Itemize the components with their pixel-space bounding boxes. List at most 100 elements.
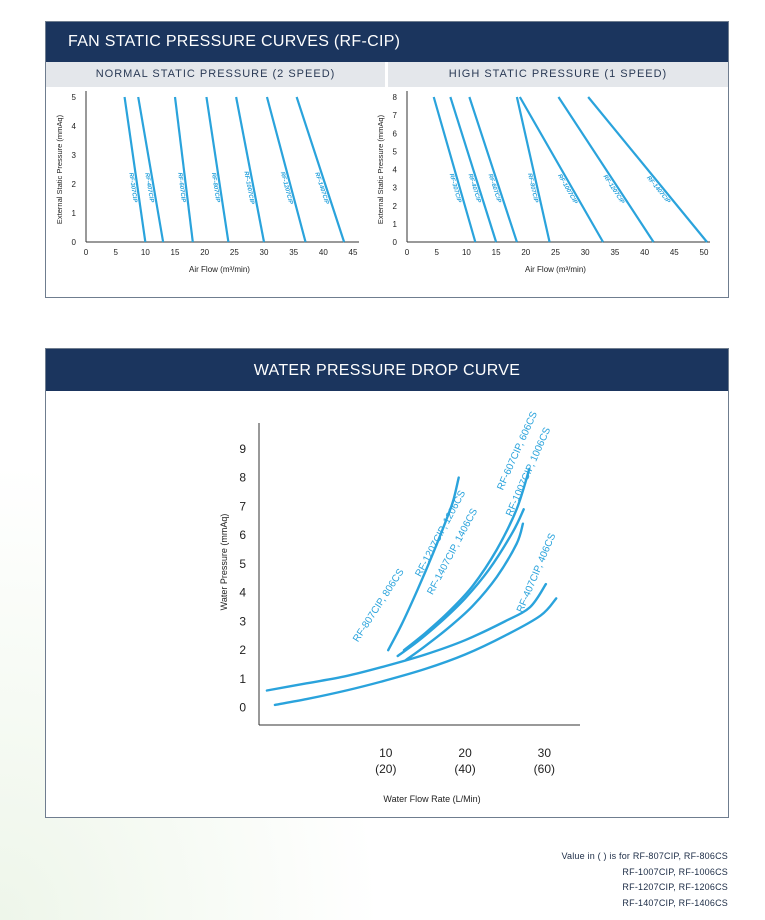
y-tick-label: 3: [239, 614, 246, 628]
fan-static-pressure-panel: FAN STATIC PRESSURE CURVES (RF-CIP) NORM…: [45, 21, 729, 298]
y-tick-label: 7: [239, 499, 246, 513]
series-line-rf-1207cip: [557, 96, 655, 243]
footnote-line-4: RF-1407CIP, RF-1406CS: [622, 898, 728, 908]
x-tick-label: 25: [551, 248, 560, 257]
x-tick-label: 30: [581, 248, 590, 257]
x-tick-label: 10: [141, 248, 150, 257]
series-curve-rf-1407cip-1406cs: [404, 522, 525, 662]
series-line-rf-307cip: [123, 96, 147, 243]
y-tick-label: 2: [393, 202, 398, 211]
y-tick-label: 0: [239, 701, 246, 715]
x-tick-label: 25: [230, 248, 239, 257]
fan-subheaders: NORMAL STATIC PRESSURE (2 SPEED) HIGH ST…: [46, 62, 728, 87]
footnote-line-3: RF-1207CIP, RF-1206CS: [622, 882, 728, 892]
series-line-rf-807cip: [515, 96, 551, 243]
series-label-rf-607cip: RF-607CIP: [176, 172, 186, 204]
y-tick-label: 5: [72, 93, 77, 102]
y-tick-label: 4: [393, 166, 398, 175]
y-tick-label: 3: [72, 151, 77, 160]
series-line-rf-607cip: [173, 96, 194, 243]
y-tick-label: 0: [72, 238, 77, 247]
x-axis-label: Water Flow Rate (L/Min): [383, 794, 480, 804]
x-tick-label: 30: [260, 248, 269, 257]
water-pressure-drop-chart: 0 1 2 3 4 5 6 7 8 9 10 (20) 20 (40) 30 (60) Water Flow R…: [219, 410, 580, 804]
x-axis-label: Air Flow (m³/min): [189, 265, 250, 274]
normal-static-subtitle: NORMAL STATIC PRESSURE (2 SPEED): [46, 62, 385, 87]
series-curve-rf-1207cip-1206cs: [402, 467, 531, 652]
x-tick-sublabel: (20): [375, 762, 396, 776]
series-line-rf-1007cip: [518, 96, 604, 243]
x-tick-label: 35: [289, 248, 298, 257]
x-tick-label: 30: [538, 746, 552, 760]
series-line-rf-307cip: [432, 96, 477, 243]
x-tick-label: 10: [379, 746, 393, 760]
footnote-line-1: Value in ( ) is for RF-807CIP, RF-806CS: [561, 851, 728, 861]
series-curve-rf-807cip-806cs: [387, 476, 460, 652]
y-axis-label: Water Pressure (mmAq): [219, 514, 229, 611]
x-tick-label: 5: [434, 248, 439, 257]
x-axis-label: Air Flow (m³/min): [525, 265, 586, 274]
x-tick-label: 50: [700, 248, 709, 257]
series-label-rf-1207cip: RF-1207CIP: [602, 174, 626, 206]
x-tick-label: 10: [462, 248, 471, 257]
x-tick-label: 20: [458, 746, 472, 760]
y-tick-label: 5: [239, 557, 246, 571]
water-panel-title: WATER PRESSURE DROP CURVE: [46, 349, 728, 391]
x-tick-label: 40: [319, 248, 328, 257]
x-tick-label: 40: [640, 248, 649, 257]
y-tick-label: 1: [239, 672, 246, 686]
y-axis-label: External Static Pressure (mmAq): [55, 114, 64, 224]
y-tick-label: 6: [393, 129, 398, 138]
series-curve-rf-407cip-406cs: [273, 597, 558, 707]
series-line-rf-407cip: [137, 96, 165, 243]
y-tick-label: 9: [239, 442, 246, 456]
x-tick-label: 0: [84, 248, 89, 257]
series-curve-rf-607cip-606cs: [396, 508, 525, 658]
y-tick-label: 0: [393, 238, 398, 247]
y-tick-label: 4: [239, 586, 246, 600]
series-line-rf-807cip: [205, 96, 230, 243]
series-label-rf-407cip-406cs: RF-407CIP, 406CS: [515, 532, 558, 615]
x-tick-label: 15: [492, 248, 501, 257]
y-tick-label: 6: [239, 528, 246, 542]
series-line-rf-1007cip: [235, 96, 266, 243]
x-tick-label: 45: [670, 248, 679, 257]
y-tick-label: 2: [72, 180, 77, 189]
x-tick-sublabel: (40): [454, 762, 475, 776]
y-tick-label: 1: [393, 220, 398, 229]
y-axis-label: External Static Pressure (mmAq): [376, 114, 385, 224]
x-tick-label: 20: [521, 248, 530, 257]
x-tick-label: 20: [200, 248, 209, 257]
x-tick-label: 15: [171, 248, 180, 257]
series-label-rf-407cip: RF-407CIP: [143, 172, 154, 204]
y-tick-label: 8: [239, 471, 246, 485]
x-tick-sublabel: (60): [534, 762, 555, 776]
y-tick-label: 3: [393, 184, 398, 193]
y-tick-label: 5: [393, 147, 398, 156]
series-line-rf-407cip: [449, 96, 498, 243]
water-pressure-drop-panel: WATER PRESSURE DROP CURVE: [45, 348, 729, 818]
x-tick-label: 5: [113, 248, 118, 257]
series-label-rf-1407cip: RF-1407CIP: [645, 175, 671, 205]
series-line-rf-607cip: [468, 96, 518, 243]
y-tick-label: 1: [72, 209, 77, 218]
series-label-rf-807cip: RF-807CIP: [210, 172, 221, 204]
series-line-rf-1407cip: [587, 96, 708, 243]
footnote-line-2: RF-1007CIP, RF-1006CS: [622, 867, 728, 877]
x-tick-label: 45: [349, 248, 358, 257]
x-tick-label: 35: [610, 248, 619, 257]
series-line-rf-1207cip: [265, 96, 307, 243]
high-static-subtitle: HIGH STATIC PRESSURE (1 SPEED): [388, 62, 728, 87]
x-tick-label: 0: [405, 248, 410, 257]
series-curve-rf-1007cip-1006cs: [265, 582, 548, 692]
y-tick-label: 8: [393, 93, 398, 102]
y-tick-label: 2: [239, 643, 246, 657]
y-tick-label: 4: [72, 122, 77, 131]
series-label-rf-307cip: RF-307CIP: [127, 172, 137, 204]
y-tick-label: 7: [393, 111, 398, 120]
series-line-rf-1407cip: [295, 96, 346, 243]
fan-panel-title: FAN STATIC PRESSURE CURVES (RF-CIP): [46, 22, 728, 62]
